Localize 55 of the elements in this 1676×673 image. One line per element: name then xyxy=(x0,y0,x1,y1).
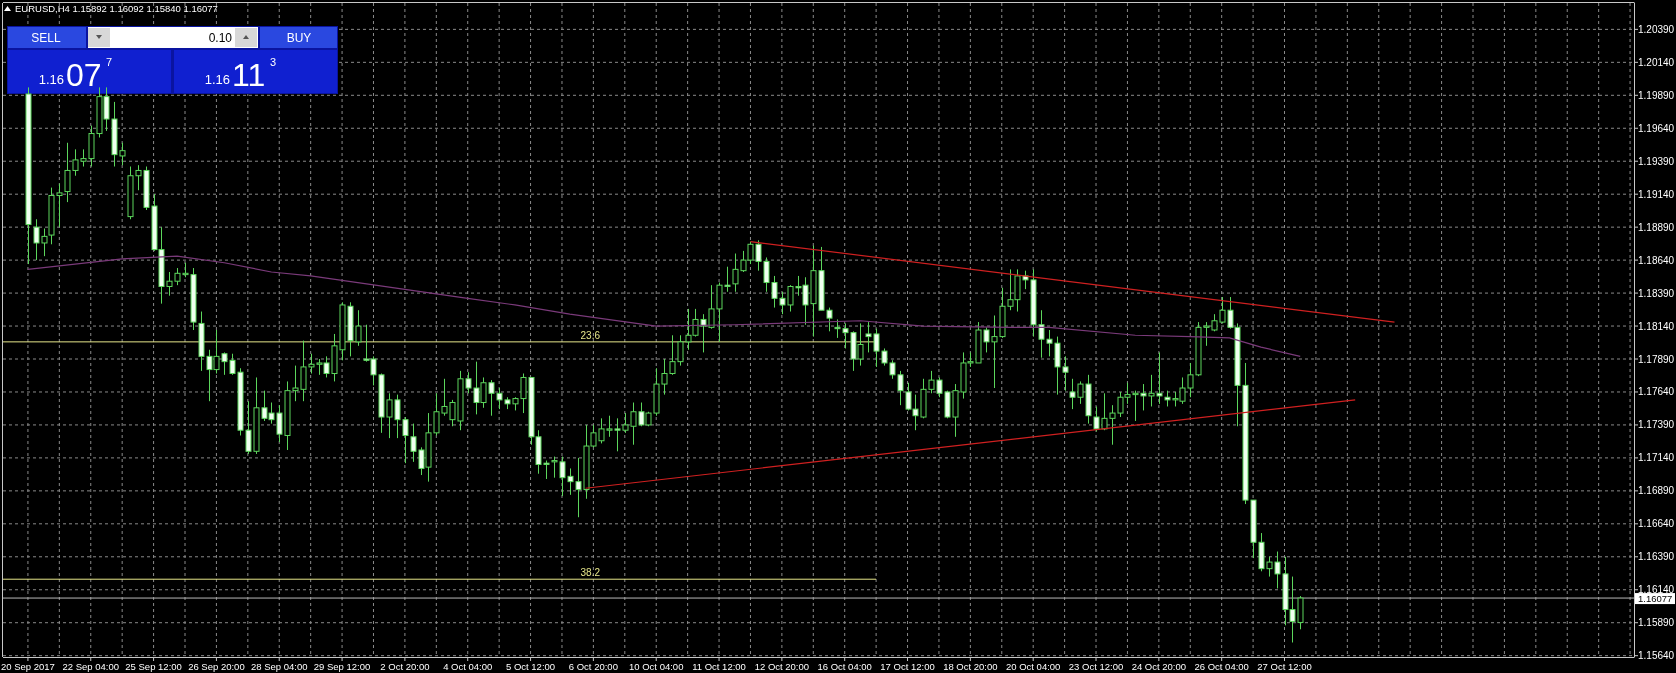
x-tick-label: 22 Sep 04:00 xyxy=(62,661,120,672)
y-tick-label: 1.18390 xyxy=(1638,287,1675,299)
y-tick-label: 1.15640 xyxy=(1638,650,1675,662)
annotation: 3 xyxy=(270,56,277,68)
y-tick-label: 1.17640 xyxy=(1638,386,1675,398)
x-tick-label: 27 Oct 12:00 xyxy=(1257,661,1312,672)
y-tick-label: 1.15890 xyxy=(1638,617,1675,629)
y-tick-label: 1.19890 xyxy=(1638,89,1675,101)
x-tick-label: 26 Sep 20:00 xyxy=(188,661,245,672)
annotation: 23.6 xyxy=(580,329,601,341)
annotation: BUY xyxy=(286,31,312,45)
x-tick-label: 6 Oct 20:00 xyxy=(568,661,618,672)
line-series xyxy=(27,255,1301,357)
annotation: 38.2 xyxy=(580,567,601,579)
annotation: 1.16 xyxy=(204,72,230,87)
y-tick-label: 1.17890 xyxy=(1638,353,1675,365)
x-tick-label: 20 Sep 2017 xyxy=(0,661,55,672)
annotation: 07 xyxy=(66,57,102,93)
annotation: 1.16 xyxy=(38,72,64,87)
x-tick-label: 26 Oct 04:00 xyxy=(1194,661,1249,672)
y-tick-label: 1.16390 xyxy=(1638,551,1675,563)
y-tick-label: 1.19390 xyxy=(1638,155,1675,167)
x-tick-label: 23 Oct 12:00 xyxy=(1068,661,1124,672)
x-tick-label: 2 Oct 20:00 xyxy=(380,661,430,672)
annotation: 7 xyxy=(106,56,113,68)
y-tick-label: 1.17140 xyxy=(1638,452,1675,464)
x-tick-label: 20 Oct 04:00 xyxy=(1005,661,1061,672)
y-tick-label: 1.19140 xyxy=(1638,188,1675,200)
chart-title: EURUSD,H4 1.15892 1.16092 1.15840 1.16077 xyxy=(15,3,218,14)
y-tick-label: 1.18640 xyxy=(1638,254,1675,266)
x-tick-label: 18 Oct 20:00 xyxy=(943,661,998,672)
annotation: 0.10 xyxy=(208,31,233,45)
x-tick-label: 5 Oct 12:00 xyxy=(506,661,556,672)
x-tick-label: 28 Sep 04:00 xyxy=(250,661,308,672)
x-tick-label: 24 Oct 20:00 xyxy=(1131,661,1187,672)
y-tick-label: 1.18140 xyxy=(1638,320,1675,332)
x-tick-label: 29 Sep 12:00 xyxy=(313,661,371,672)
x-tick-label: 25 Sep 12:00 xyxy=(125,661,182,672)
x-tick-label: 16 Oct 04:00 xyxy=(817,661,872,672)
annotation: 11 xyxy=(232,57,266,93)
x-tick-label: 10 Oct 04:00 xyxy=(629,661,684,672)
y-tick-label: 1.18890 xyxy=(1638,221,1675,233)
annotation: SELL xyxy=(31,31,61,45)
x-tick-label: 4 Oct 04:00 xyxy=(443,661,493,672)
y-tick-label: 1.16140 xyxy=(1638,584,1675,596)
y-tick-label: 1.20140 xyxy=(1638,56,1675,68)
y-tick-label: 1.17390 xyxy=(1638,419,1675,431)
ref-line-label: 1.16077 xyxy=(1638,593,1673,605)
y-tick-label: 1.16640 xyxy=(1638,518,1675,530)
x-tick-label: 17 Oct 12:00 xyxy=(880,661,935,672)
y-tick-label: 1.19640 xyxy=(1638,122,1675,134)
x-tick-label: 11 Oct 12:00 xyxy=(692,661,746,672)
x-tick-label: 12 Oct 20:00 xyxy=(754,661,810,672)
y-tick-label: 1.20390 xyxy=(1638,23,1675,35)
y-tick-label: 1.16890 xyxy=(1638,485,1675,497)
